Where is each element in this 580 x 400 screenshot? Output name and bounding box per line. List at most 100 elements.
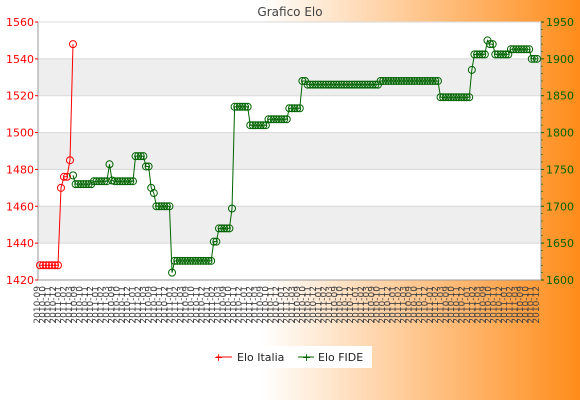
x-tick-label: 2010-10 xyxy=(150,286,160,324)
elo-italia-point xyxy=(63,172,71,181)
x-tick-label: 2010-11 xyxy=(304,286,314,324)
elo-fide-point xyxy=(123,177,132,186)
elo-fide-point xyxy=(381,76,390,85)
x-tick-label: 2010-10 xyxy=(336,286,346,324)
chart-title: Grafico Elo xyxy=(257,5,322,19)
legend: + Elo Italia + Elo FIDE xyxy=(210,346,372,368)
x-tick-label: 2010-10 xyxy=(447,286,457,324)
elo-fide-point xyxy=(522,45,531,54)
elo-fide-point xyxy=(533,54,541,63)
elo-fide-point xyxy=(191,256,200,265)
elo-fide-point xyxy=(118,177,127,186)
elo-fide-point xyxy=(389,76,398,85)
x-tick-label: 2010-10 xyxy=(113,286,123,324)
elo-fide-point xyxy=(110,177,119,186)
x-tick-label: 2010-09 xyxy=(367,286,377,324)
elo-fide-point xyxy=(235,102,244,111)
elo-fide-point xyxy=(222,224,231,233)
x-tick-label: 2011-03 xyxy=(288,286,298,324)
elo-fide-point xyxy=(314,80,323,89)
elo-fide-point xyxy=(387,76,396,85)
right-tick-label: 1700 xyxy=(546,200,574,213)
elo-fide-point xyxy=(433,76,442,85)
elo-fide-point xyxy=(470,50,479,59)
x-tick-label: 2010-09 xyxy=(293,286,303,324)
elo-fide-point xyxy=(475,50,484,59)
elo-fide-point xyxy=(350,80,359,89)
x-tick-label: 2011-02 xyxy=(134,286,144,324)
elo-fide-point xyxy=(136,152,145,161)
elo-fide-point xyxy=(347,80,356,89)
elo-fide-point xyxy=(519,45,528,54)
elo-fide-point xyxy=(493,50,502,59)
elo-fide-point xyxy=(149,189,158,198)
elo-fide-point xyxy=(426,76,435,85)
elo-fide-point xyxy=(400,76,409,85)
x-tick-label: 2010-09 xyxy=(330,286,340,324)
plot-band xyxy=(38,22,541,59)
x-tick-label: 2011-03 xyxy=(65,286,75,324)
x-tick-label: 2011-02 xyxy=(320,286,330,324)
left-axis: 1420 1440 1460 1480 1500 1520 1540 1560 xyxy=(6,16,38,287)
x-tick-label: 2010-09 xyxy=(219,286,229,324)
x-tick-label: 2010-11 xyxy=(267,286,277,324)
elo-fide-point xyxy=(287,104,296,113)
x-tick-label: 2011-02 xyxy=(394,286,404,324)
elo-fide-point xyxy=(100,177,109,186)
elo-fide-point xyxy=(280,115,289,124)
elo-fide-point xyxy=(178,256,187,265)
elo-fide-point xyxy=(259,121,268,130)
elo-fide-point xyxy=(366,80,375,89)
legend-label-fide: Elo FIDE xyxy=(318,351,363,364)
elo-fide-point xyxy=(230,102,239,111)
elo-fide-point xyxy=(457,93,466,102)
left-tick-label: 1520 xyxy=(6,90,34,103)
elo-fide-point xyxy=(488,40,497,49)
elo-fide-point xyxy=(444,93,453,102)
x-tick-label: 2010-10 xyxy=(410,286,420,324)
elo-fide-point xyxy=(217,224,226,233)
x-tick-label: 2010-10 xyxy=(38,286,48,324)
elo-fide-point xyxy=(194,256,203,265)
elo-fide-point xyxy=(496,50,505,59)
x-tick-label: 2011-01 xyxy=(463,286,473,324)
x-tick-label: 2010-12 xyxy=(198,286,208,324)
elo-fide-point xyxy=(413,76,422,85)
elo-fide-point xyxy=(506,45,515,54)
elo-fide-point xyxy=(452,93,461,102)
x-tick-label: 2010-12 xyxy=(346,286,356,324)
elo-fide-point xyxy=(113,177,122,186)
elo-fide-point xyxy=(295,104,304,113)
elo-fide-point xyxy=(251,121,260,130)
x-tick-label: 2011-03 xyxy=(474,286,484,324)
elo-fide-point xyxy=(439,93,448,102)
elo-fide-point xyxy=(102,177,111,186)
x-tick-label: 2011-01 xyxy=(203,286,213,324)
x-tick-label: 2010-10 xyxy=(261,286,271,324)
x-tick-label: 2010-12 xyxy=(532,286,542,324)
x-tick-label: 2011-03 xyxy=(102,286,112,324)
elo-fide-point xyxy=(76,180,85,189)
elo-fide-point xyxy=(441,93,450,102)
elo-fide-point xyxy=(173,256,182,265)
elo-fide-point xyxy=(407,76,416,85)
plot-band xyxy=(38,169,541,207)
elo-fide-point xyxy=(212,237,221,246)
x-tick-label: 2010-12 xyxy=(309,286,319,324)
elo-fide-point xyxy=(264,115,273,124)
elo-fide-point xyxy=(316,80,325,89)
elo-fide-point xyxy=(162,202,171,211)
right-tick-label: 1900 xyxy=(546,53,574,66)
elo-fide-point xyxy=(152,202,161,211)
elo-fide-point xyxy=(501,50,510,59)
elo-fide-point xyxy=(428,76,437,85)
x-tick-label: 2011-03 xyxy=(139,286,149,324)
left-tick-label: 1480 xyxy=(6,163,34,176)
elo-fide-point xyxy=(311,80,320,89)
elo-fide-point xyxy=(420,76,429,85)
x-tick-label: 2011-01 xyxy=(352,286,362,324)
x-tick-label: 2011-02 xyxy=(357,286,367,324)
elo-fide-point xyxy=(97,177,106,186)
elo-fide-point xyxy=(241,102,250,111)
elo-fide-point xyxy=(128,177,137,186)
